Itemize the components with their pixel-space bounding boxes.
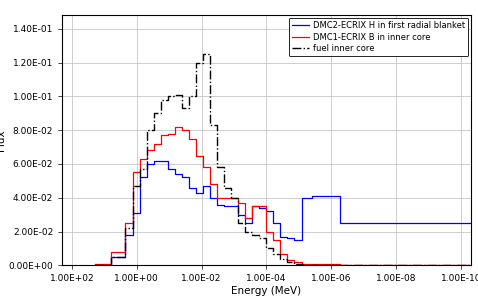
fuel inner core [165, 95, 171, 98]
X-axis label: Energy (MeV): Energy (MeV) [231, 286, 302, 296]
fuel inner core [200, 52, 206, 56]
Y-axis label: Flux: Flux [0, 130, 6, 151]
DMC1-ECRIX B in inner core [130, 221, 135, 225]
DMC2-ECRIX H in first radial blanket [372, 221, 378, 225]
DMC1-ECRIX B in inner core [165, 132, 171, 135]
DMC2-ECRIX H in first radial blanket [130, 233, 135, 237]
DMC2-ECRIX H in first radial blanket [186, 176, 192, 179]
DMC1-ECRIX B in inner core [214, 196, 220, 199]
Line: DMC2-ECRIX H in first radial blanket: DMC2-ECRIX H in first radial blanket [95, 160, 478, 264]
DMC1-ECRIX B in inner core [92, 262, 98, 265]
DMC1-ECRIX B in inner core [186, 128, 192, 132]
fuel inner core [92, 264, 98, 267]
Line: fuel inner core: fuel inner core [95, 54, 478, 265]
fuel inner core [179, 106, 185, 110]
DMC2-ECRIX H in first radial blanket [172, 167, 178, 171]
Legend: DMC2-ECRIX H in first radial blanket, DMC1-ECRIX B in inner core, fuel inner cor: DMC2-ECRIX H in first radial blanket, DM… [289, 18, 468, 56]
DMC1-ECRIX B in inner core [292, 260, 297, 264]
DMC2-ECRIX H in first radial blanket [151, 159, 156, 162]
DMC2-ECRIX H in first radial blanket [292, 238, 297, 242]
DMC1-ECRIX B in inner core [214, 182, 220, 186]
DMC2-ECRIX H in first radial blanket [92, 263, 98, 266]
fuel inner core [292, 262, 297, 265]
DMC2-ECRIX H in first radial blanket [214, 196, 220, 199]
Line: DMC1-ECRIX B in inner core: DMC1-ECRIX B in inner core [95, 127, 478, 265]
DMC1-ECRIX B in inner core [172, 125, 178, 129]
fuel inner core [372, 264, 378, 267]
DMC1-ECRIX B in inner core [361, 264, 367, 267]
fuel inner core [130, 226, 135, 230]
fuel inner core [214, 123, 220, 127]
